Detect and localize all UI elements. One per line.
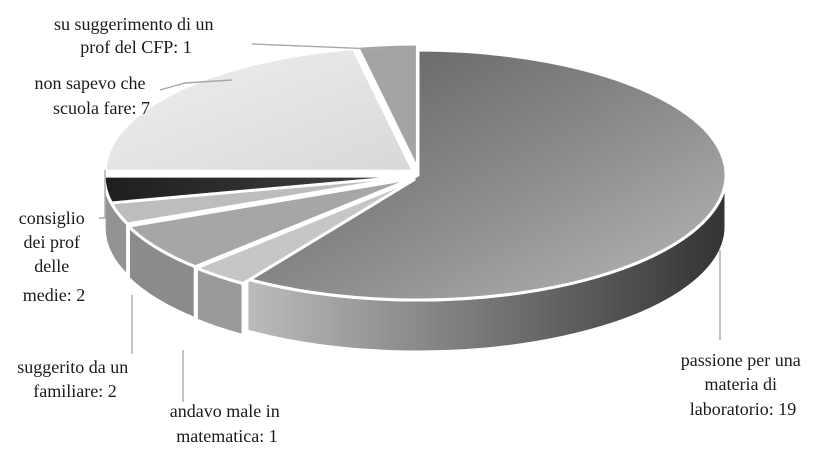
pie-top-faces [102, 42, 728, 302]
label-familiare: suggerito da un familiare: 2 [17, 357, 132, 401]
slice-consiglio-shade [102, 174, 413, 205]
slice-cfp [355, 42, 419, 171]
label-consiglio: consiglio dei prof delle medie: 2 [19, 208, 90, 305]
label-cfp: su suggerimento di un prof del CFP: 1 [54, 14, 218, 57]
leader-line-consiglio [99, 170, 106, 219]
leader-line-scuola [159, 79, 233, 91]
slice-passione [245, 48, 728, 302]
label-scuola: non sapevo che scuola fare: 7 [35, 73, 150, 118]
slice-familiare [126, 176, 415, 269]
slice-scuola [103, 47, 415, 173]
leader-lines [99, 43, 721, 402]
leader-line-cfp [251, 43, 403, 58]
slice-matematica [194, 178, 416, 286]
label-matematica: andavo male in matematica: 1 [170, 401, 284, 446]
label-passione: passione per una materia di laboratorio:… [681, 350, 805, 419]
